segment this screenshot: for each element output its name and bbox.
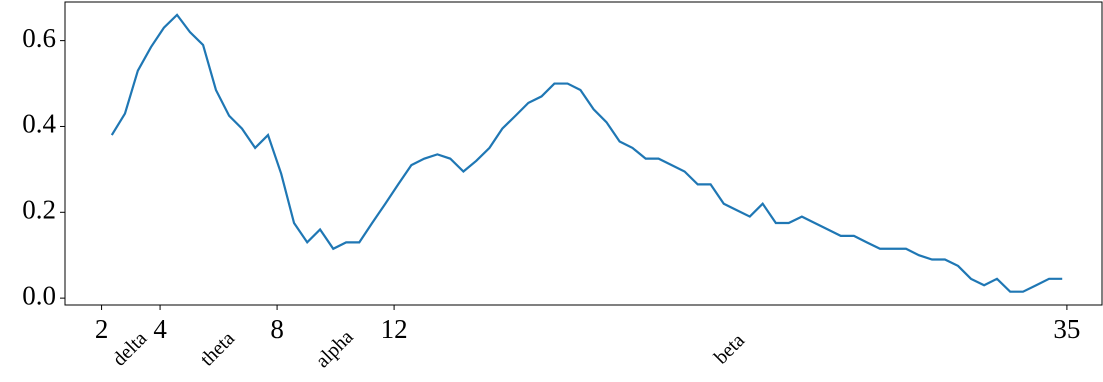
x-tick-label: 2 — [95, 314, 109, 344]
x-tick-label: 12 — [381, 314, 408, 344]
y-tick-label: 0.4 — [22, 109, 56, 139]
y-tick-label: 0.0 — [22, 280, 56, 310]
y-tick-label: 0.6 — [22, 23, 56, 53]
x-tick-label: 4 — [153, 314, 167, 344]
x-tick-label: 8 — [270, 314, 284, 344]
line — [110, 13, 1063, 293]
x-tick-label: 35 — [1053, 314, 1080, 344]
band-label: delta — [108, 327, 151, 370]
y-tick-label: 0.2 — [22, 195, 56, 225]
band-label: theta — [196, 327, 239, 370]
band-label: alpha — [311, 326, 357, 372]
band-label: beta — [710, 329, 749, 368]
axes-frame — [64, 1, 1103, 306]
